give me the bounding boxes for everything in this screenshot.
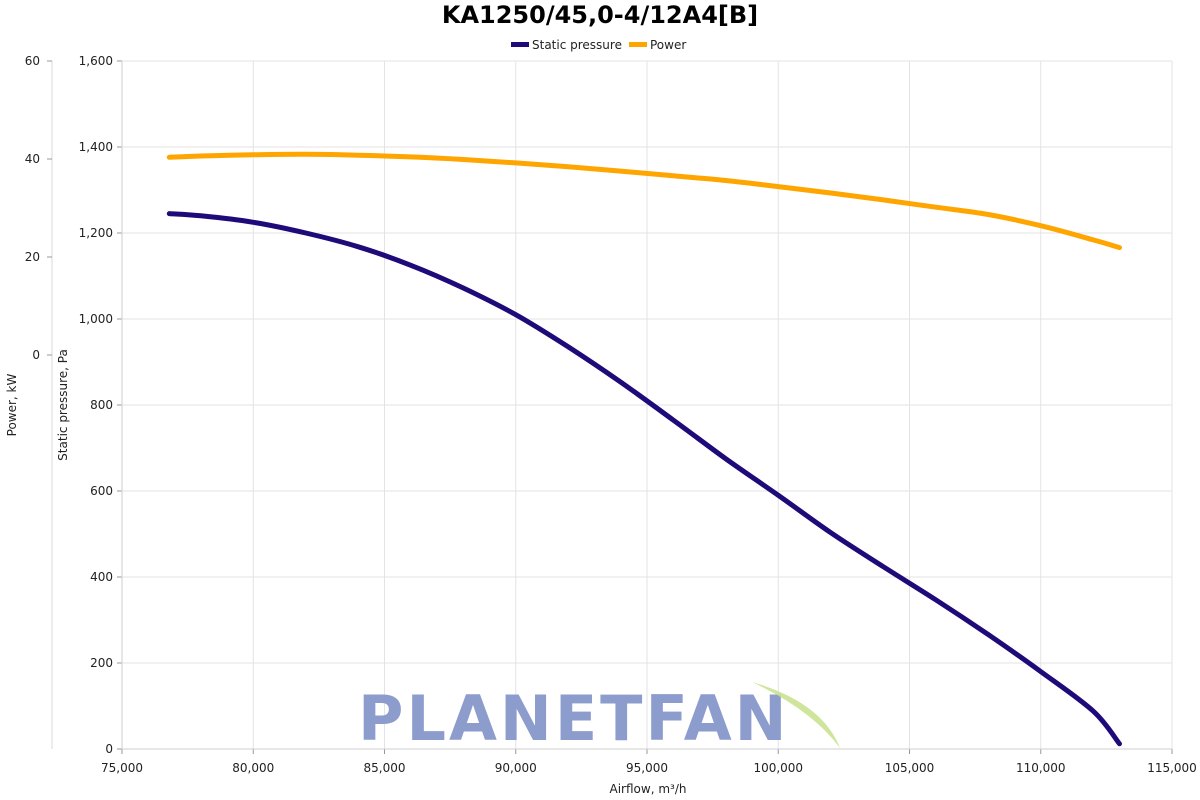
x-tick-label: 110,000 — [1016, 761, 1066, 775]
series-lines — [166, 151, 1122, 747]
chart-title: KA1250/45,0-4/12A4[B] — [442, 1, 758, 29]
pressure-tick-label: 400 — [90, 570, 113, 584]
gridlines — [121, 60, 1173, 750]
static-pressure-line — [166, 211, 1122, 747]
x-tick-label: 95,000 — [626, 761, 668, 775]
x-tick-label: 75,000 — [101, 761, 143, 775]
pressure-tick-label: 1,200 — [79, 226, 113, 240]
power-tick-label: 0 — [32, 348, 40, 362]
planetfan-watermark-logo: PLANETFAN — [358, 682, 840, 755]
x-tick-label: 90,000 — [495, 761, 537, 775]
pressure-tick-label: 0 — [105, 742, 113, 756]
x-axis-title: Airflow, m³/h — [610, 782, 687, 796]
power-tick-label: 20 — [25, 250, 40, 264]
x-tick-label: 80,000 — [232, 761, 274, 775]
legend-swatch-power — [629, 42, 647, 47]
power-tick-label: 60 — [25, 54, 40, 68]
x-tick-label: 85,000 — [364, 761, 406, 775]
legend-label-static-pressure: Static pressure — [532, 38, 622, 52]
pressure-tick-label: 800 — [90, 398, 113, 412]
legend-label-power: Power — [650, 38, 686, 52]
power-axis-title: Power, kW — [5, 374, 19, 437]
axes: 75,000 80,000 85,000 90,000 95,000 100,000 105… — [25, 54, 1197, 775]
x-tick-label: 105,000 — [885, 761, 935, 775]
x-tick-label: 115,000 — [1147, 761, 1197, 775]
pressure-tick-label: 1,000 — [79, 312, 113, 326]
power-line — [166, 151, 1122, 251]
legend: Static pressure Power — [511, 38, 686, 52]
watermark-text: PLANETFAN — [358, 682, 790, 755]
power-tick-label: 40 — [25, 152, 40, 166]
x-tick-label: 100,000 — [753, 761, 803, 775]
pressure-tick-label: 600 — [90, 484, 113, 498]
pressure-tick-label: 1,400 — [79, 140, 113, 154]
pressure-tick-label: 1,600 — [79, 54, 113, 68]
pressure-axis-title: Static pressure, Pa — [56, 349, 70, 461]
pressure-tick-label: 200 — [90, 656, 113, 670]
legend-swatch-static-pressure — [511, 42, 529, 47]
